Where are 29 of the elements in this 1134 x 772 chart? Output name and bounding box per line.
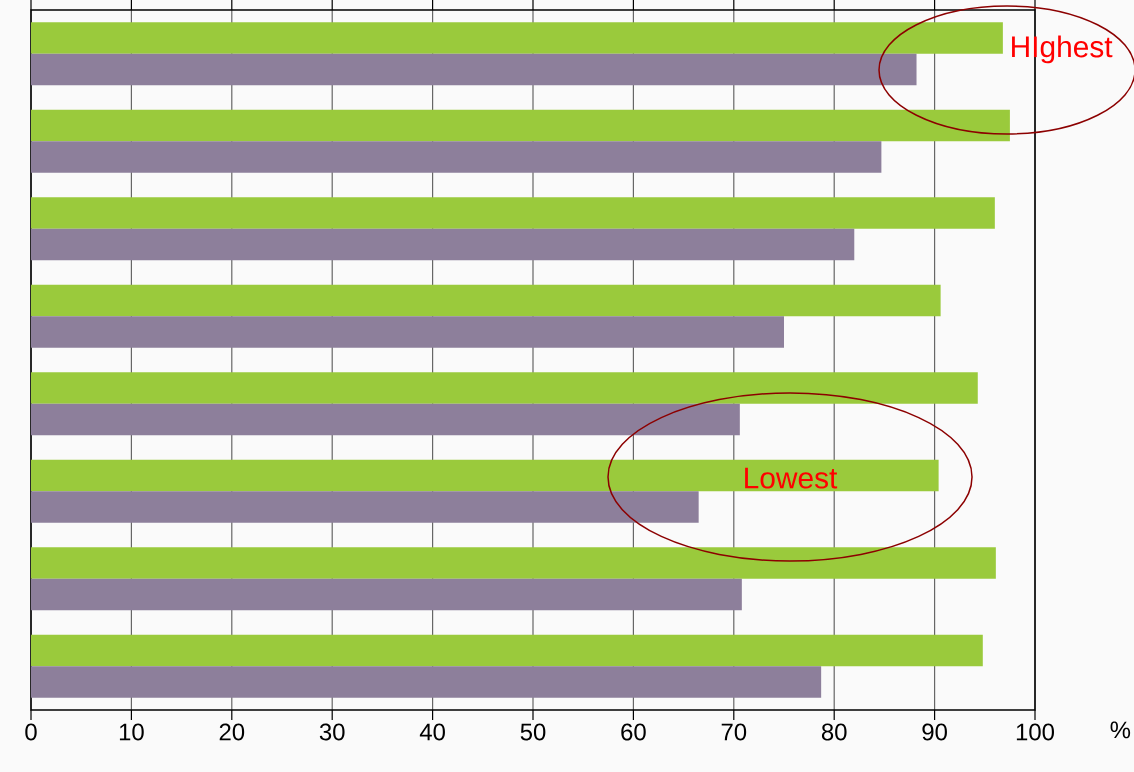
x-tick-label: 100 xyxy=(1016,723,1054,741)
bar xyxy=(31,141,882,173)
bar xyxy=(31,109,1010,142)
bar xyxy=(31,491,699,523)
x-tick-label: 50 xyxy=(520,723,546,741)
x-tick-label: 30 xyxy=(319,723,345,741)
x-tick-label: 70 xyxy=(721,723,747,741)
bar xyxy=(31,228,855,261)
x-tick-label: 90 xyxy=(922,723,947,741)
annotation: Lowest xyxy=(745,467,838,489)
x-tick-label: 10 xyxy=(119,723,144,741)
bar xyxy=(31,547,996,579)
bar xyxy=(31,316,784,348)
bar xyxy=(31,634,983,667)
x-axis-title: % xyxy=(1110,721,1131,739)
bar xyxy=(31,666,822,698)
x-tick-label: 0 xyxy=(25,723,37,741)
bar xyxy=(31,578,742,611)
x-tick-label: 60 xyxy=(621,723,646,741)
bar xyxy=(31,372,978,404)
x-tick-label: 40 xyxy=(419,723,445,741)
x-tick-label: 20 xyxy=(219,723,245,741)
bar xyxy=(31,22,1003,54)
x-tick-label: 80 xyxy=(821,723,847,741)
bar xyxy=(31,403,740,436)
bar xyxy=(31,284,941,317)
bar xyxy=(31,197,995,229)
bar xyxy=(31,53,917,86)
bar xyxy=(31,459,939,492)
